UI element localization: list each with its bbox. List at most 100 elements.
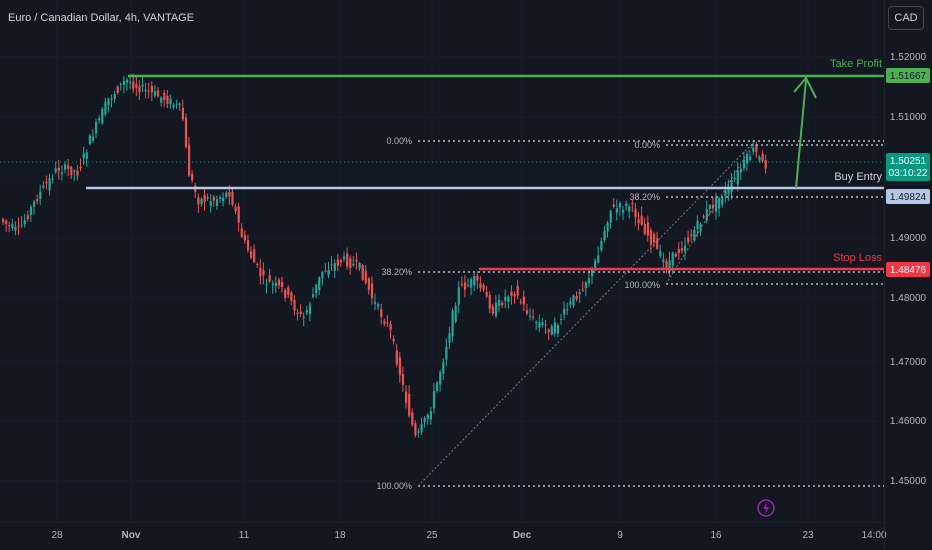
- candle-up: [271, 280, 274, 294]
- candle-down: [67, 158, 70, 176]
- candle-up: [572, 294, 575, 309]
- lightning-event-icon[interactable]: [757, 499, 775, 517]
- candle-down: [256, 262, 259, 269]
- candle-down: [36, 194, 39, 205]
- candle-up: [600, 237, 603, 253]
- price-tick-label: 1.45000: [890, 476, 927, 487]
- candle-down: [57, 159, 60, 180]
- candle-up: [312, 287, 315, 299]
- take-profit-level: Take Profit: [128, 58, 884, 78]
- candle-up: [265, 278, 268, 294]
- candle-down: [764, 154, 767, 174]
- candle-down: [476, 271, 479, 289]
- candle-down: [711, 197, 715, 214]
- candle-down: [370, 276, 374, 305]
- candle-up: [541, 317, 544, 328]
- candlestick-series: [2, 73, 767, 438]
- candle-up: [119, 82, 122, 91]
- take-profit-label: Take Profit: [830, 58, 882, 70]
- fib-small-0-label: 0.00%: [634, 140, 660, 150]
- candle-up: [609, 209, 612, 229]
- candle-up: [14, 221, 17, 236]
- current-price-tag: 1.50251 03:10:22: [886, 153, 930, 181]
- candle-down: [324, 263, 327, 273]
- time-axis-separator: [0, 522, 884, 523]
- fib-large-0-label: 0.00%: [386, 136, 412, 146]
- candle-up: [504, 289, 507, 309]
- candle-up: [684, 237, 687, 260]
- fib-large-382-label: 38.20%: [381, 267, 412, 277]
- candle-down: [674, 252, 677, 258]
- candle-up: [668, 251, 671, 277]
- candle-down: [203, 189, 206, 211]
- candle-up: [178, 102, 181, 111]
- candle-up: [85, 149, 88, 167]
- candle-down: [339, 258, 343, 267]
- candle-up: [494, 295, 498, 318]
- candle-down: [485, 286, 488, 298]
- candle-down: [157, 87, 160, 98]
- candle-up: [628, 204, 631, 219]
- candle-up: [39, 184, 42, 206]
- candle-down: [761, 150, 764, 163]
- candle-down: [76, 164, 79, 181]
- candle-down: [631, 199, 634, 213]
- fib-small-382-label: 38.20%: [629, 192, 660, 202]
- candle-up: [742, 151, 746, 172]
- candle-down: [392, 335, 395, 345]
- candle-up: [172, 103, 175, 110]
- candle-down: [181, 99, 184, 122]
- candle-down: [166, 90, 169, 109]
- currency-button[interactable]: CAD: [888, 6, 924, 30]
- candle-up: [718, 197, 721, 217]
- candle-down: [687, 230, 690, 245]
- candle-down: [501, 300, 504, 308]
- candle-down: [284, 288, 287, 302]
- chart-grid: [0, 0, 884, 522]
- candle-down: [197, 193, 200, 214]
- candle-down: [649, 227, 653, 253]
- candle-up: [33, 199, 36, 215]
- candle-down: [2, 217, 5, 226]
- time-axis: 28 Nov 11 18 25 Dec 9 16 23 14:00: [51, 530, 887, 541]
- candle-up: [107, 97, 110, 113]
- candle-up: [671, 251, 674, 275]
- candle-up: [101, 106, 104, 125]
- candle-up: [160, 96, 163, 107]
- price-tick-label: 1.46000: [890, 416, 927, 427]
- candle-down: [287, 285, 290, 299]
- candle-down: [367, 277, 370, 295]
- candle-down: [259, 258, 262, 285]
- candle-up: [60, 165, 64, 181]
- candle-down: [643, 217, 646, 236]
- candle-down: [163, 89, 166, 108]
- candle-down: [293, 295, 296, 316]
- candle-up: [758, 155, 761, 163]
- candle-up: [736, 162, 739, 192]
- candle-up: [417, 428, 420, 438]
- candle-up: [423, 416, 426, 428]
- candle-up: [578, 289, 581, 304]
- candle-down: [532, 308, 535, 321]
- candle-down: [79, 158, 82, 172]
- time-tick-label: 14:00: [861, 530, 886, 541]
- price-tick-label: 1.49000: [890, 233, 927, 244]
- candle-down: [45, 175, 48, 190]
- candle-up: [308, 301, 312, 321]
- svg-text:1.51667: 1.51667: [890, 71, 927, 82]
- candle-down: [482, 283, 485, 293]
- candle-down: [349, 255, 352, 275]
- candle-down: [463, 275, 467, 297]
- candle-up: [724, 182, 727, 203]
- time-tick-label: 25: [426, 530, 438, 541]
- candle-down: [575, 291, 578, 302]
- candle-down: [17, 217, 20, 236]
- candle-down: [395, 343, 398, 368]
- candle-down: [281, 276, 284, 293]
- candle-down: [116, 84, 119, 95]
- candle-up: [327, 261, 330, 279]
- candle-down: [299, 304, 302, 318]
- candle-up: [556, 323, 560, 337]
- candle-up: [302, 312, 305, 327]
